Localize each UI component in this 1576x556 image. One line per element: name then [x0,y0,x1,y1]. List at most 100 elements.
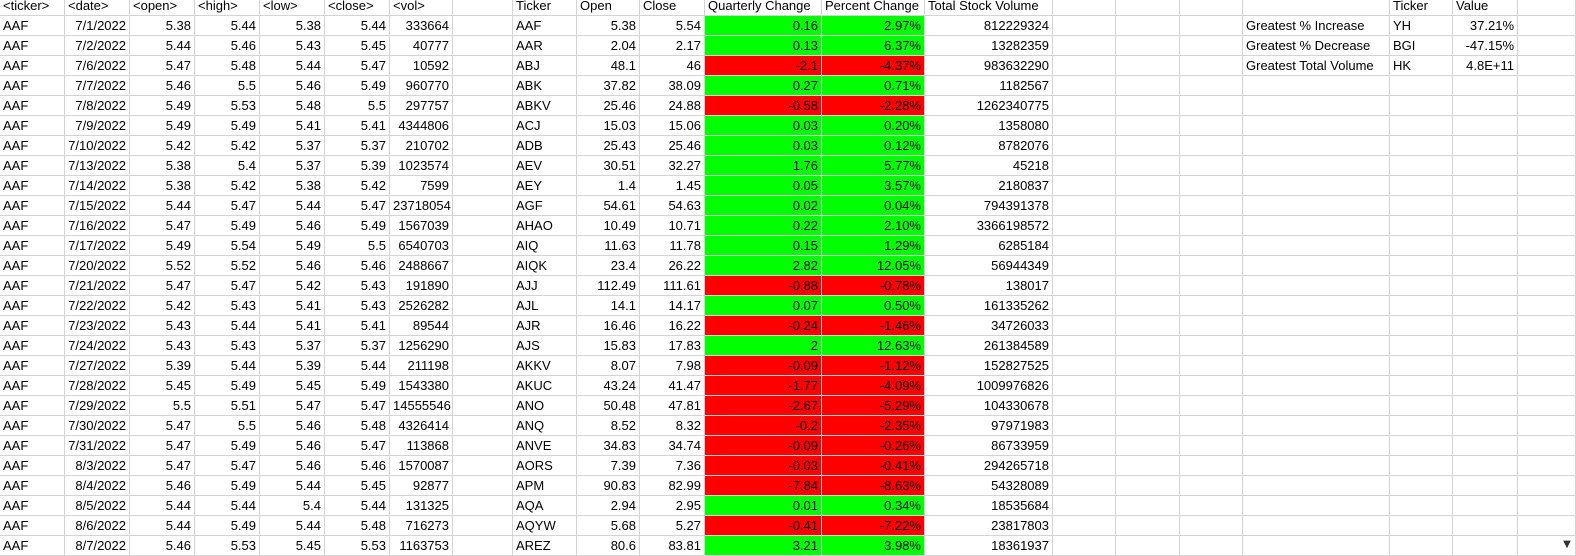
empty-cell[interactable] [1116,376,1180,396]
summary-header-cell[interactable]: Total Stock Volume [925,0,1053,16]
empty-cell[interactable] [1390,136,1453,156]
empty-cell[interactable] [1180,56,1243,76]
empty-cell[interactable] [1453,356,1518,376]
summary-data-cell[interactable]: -1.12% [822,356,925,376]
empty-cell[interactable] [1453,316,1518,336]
summary-data-cell[interactable]: 294265718 [925,456,1053,476]
raw-data-cell[interactable]: 5.45 [130,376,195,396]
empty-cell[interactable] [1243,116,1390,136]
empty-cell[interactable] [1116,456,1180,476]
empty-cell[interactable] [1053,476,1116,496]
summary-data-cell[interactable]: 8.07 [577,356,640,376]
summary-data-cell[interactable]: ANQ [513,416,577,436]
empty-cell[interactable] [453,96,513,116]
summary-data-cell[interactable]: -8.63% [822,476,925,496]
empty-cell[interactable] [1053,396,1116,416]
summary-data-cell[interactable]: 86733959 [925,436,1053,456]
summary-data-cell[interactable]: -0.41 [705,516,822,536]
empty-cell[interactable] [1518,16,1576,36]
empty-cell[interactable] [1053,336,1116,356]
empty-cell[interactable] [1453,156,1518,176]
empty-cell[interactable] [1116,296,1180,316]
empty-cell[interactable] [1116,136,1180,156]
summary-data-cell[interactable]: 56944349 [925,256,1053,276]
empty-cell[interactable] [1243,156,1390,176]
raw-data-cell[interactable]: 7/29/2022 [65,396,130,416]
raw-data-cell[interactable]: 5.46 [260,456,325,476]
summary-data-cell[interactable]: -0.58 [705,96,822,116]
summary-data-cell[interactable]: 1.45 [640,176,705,196]
raw-data-cell[interactable]: 5.43 [260,36,325,56]
summary-header-cell[interactable]: Ticker [513,0,577,16]
empty-cell[interactable] [1053,356,1116,376]
empty-cell[interactable] [1243,136,1390,156]
empty-cell[interactable] [1518,196,1576,216]
raw-data-cell[interactable]: 5.5 [195,76,260,96]
empty-cell[interactable] [453,136,513,156]
raw-data-cell[interactable]: 5.38 [130,16,195,36]
empty-cell[interactable] [1180,296,1243,316]
summary-data-cell[interactable]: 2.17 [640,36,705,56]
raw-data-cell[interactable]: 5.47 [195,456,260,476]
raw-data-cell[interactable]: 5.5 [325,236,390,256]
raw-data-cell[interactable]: 7/24/2022 [65,336,130,356]
summary-data-cell[interactable]: -4.09% [822,376,925,396]
summary-data-cell[interactable]: -4.37% [822,56,925,76]
raw-data-cell[interactable]: 10592 [390,56,453,76]
empty-cell[interactable] [1116,36,1180,56]
raw-data-cell[interactable]: AAF [0,516,65,536]
summary-data-cell[interactable]: 17.83 [640,336,705,356]
empty-cell[interactable] [1243,536,1390,556]
raw-data-cell[interactable]: 5.41 [325,316,390,336]
summary-header-cell[interactable]: Percent Change [822,0,925,16]
raw-data-cell[interactable]: 5.47 [325,436,390,456]
summary-data-cell[interactable]: AJJ [513,276,577,296]
empty-cell[interactable] [453,256,513,276]
summary-data-cell[interactable]: 0.22 [705,216,822,236]
summary-data-cell[interactable]: 5.68 [577,516,640,536]
empty-cell[interactable] [1453,216,1518,236]
empty-cell[interactable] [1243,216,1390,236]
raw-data-cell[interactable]: AAF [0,56,65,76]
summary-data-cell[interactable]: 14.1 [577,296,640,316]
empty-cell[interactable] [1453,76,1518,96]
summary-data-cell[interactable]: 2.95 [640,496,705,516]
summary-data-cell[interactable]: 14.17 [640,296,705,316]
raw-data-cell[interactable]: 5.38 [130,156,195,176]
raw-data-cell[interactable]: 5.43 [325,276,390,296]
raw-data-cell[interactable]: 6540703 [390,236,453,256]
summary-data-cell[interactable]: 38.09 [640,76,705,96]
raw-data-cell[interactable]: 1543380 [390,376,453,396]
summary-data-cell[interactable]: 26.22 [640,256,705,276]
raw-data-cell[interactable]: 5.54 [195,236,260,256]
empty-cell[interactable] [453,216,513,236]
empty-cell[interactable] [1518,416,1576,436]
empty-cell[interactable] [1116,356,1180,376]
raw-data-cell[interactable]: 5.37 [325,336,390,356]
raw-data-cell[interactable]: 5.41 [260,116,325,136]
raw-data-cell[interactable]: 211198 [390,356,453,376]
raw-data-cell[interactable]: 5.43 [130,316,195,336]
empty-cell[interactable] [1180,496,1243,516]
summary-data-cell[interactable]: 2 [705,336,822,356]
empty-cell[interactable] [1518,316,1576,336]
raw-data-cell[interactable]: 7/15/2022 [65,196,130,216]
raw-data-cell[interactable]: 5.47 [325,56,390,76]
empty-cell[interactable] [453,356,513,376]
raw-data-cell[interactable]: AAF [0,236,65,256]
empty-cell[interactable] [1518,116,1576,136]
raw-data-cell[interactable]: 5.46 [260,216,325,236]
summary-data-cell[interactable]: AIQK [513,256,577,276]
raw-header-cell[interactable]: <vol> [390,0,453,16]
raw-data-cell[interactable]: 5.47 [130,456,195,476]
summary-data-cell[interactable]: 7.39 [577,456,640,476]
raw-data-cell[interactable]: AAF [0,456,65,476]
greatest-data-cell[interactable]: BGI [1390,36,1453,56]
raw-data-cell[interactable]: AAF [0,156,65,176]
summary-data-cell[interactable]: 50.48 [577,396,640,416]
empty-cell[interactable] [1390,156,1453,176]
summary-data-cell[interactable]: 2.82 [705,256,822,276]
empty-cell[interactable] [453,436,513,456]
empty-cell[interactable] [1116,216,1180,236]
empty-cell[interactable] [1518,176,1576,196]
